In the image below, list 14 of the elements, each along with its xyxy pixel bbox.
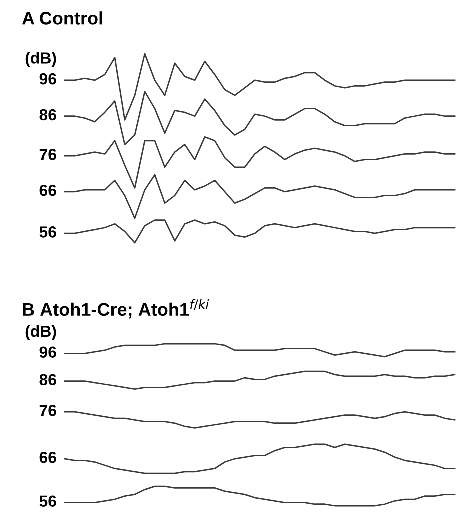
series-label: 76 bbox=[40, 149, 56, 160]
series-label: 76 bbox=[40, 405, 56, 416]
y-axis-title: (dB) bbox=[26, 325, 56, 340]
series-label: 86 bbox=[40, 374, 56, 386]
series-label: 56 bbox=[40, 496, 56, 508]
series-label: 56 bbox=[40, 226, 56, 238]
chart-title: B Atoh1-Cre; Atoh1$^{f/ki}$ bbox=[23, 299, 210, 319]
series-label: 66 bbox=[40, 184, 56, 196]
series-label: 96 bbox=[40, 73, 56, 85]
series-label: 66 bbox=[40, 452, 56, 464]
series-label: 86 bbox=[40, 109, 56, 121]
y-axis-title: (dB) bbox=[26, 52, 56, 68]
chart-title: A Control bbox=[22, 12, 102, 25]
series-label: 96 bbox=[40, 346, 56, 358]
